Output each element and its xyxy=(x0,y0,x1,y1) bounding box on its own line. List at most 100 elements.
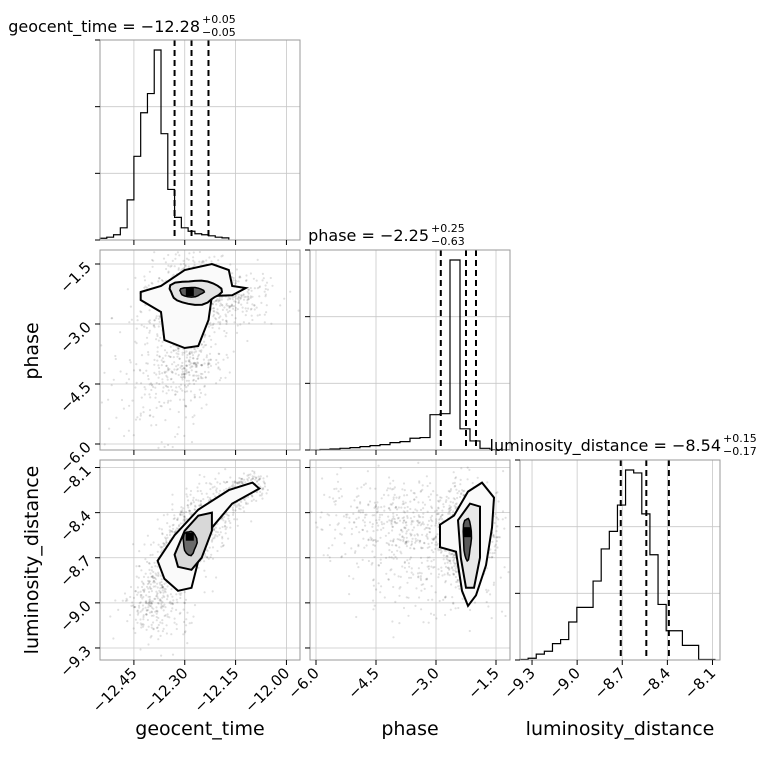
sample-point xyxy=(328,523,331,527)
sample-point xyxy=(430,549,433,552)
sample-point xyxy=(245,310,248,313)
sample-point xyxy=(103,443,106,446)
sample-point xyxy=(447,508,450,511)
sample-point xyxy=(134,631,137,635)
sample-point xyxy=(375,540,378,543)
sample-point xyxy=(387,494,390,497)
sample-point xyxy=(177,426,180,429)
sample-point xyxy=(145,613,148,616)
sample-point xyxy=(150,600,153,603)
sample-point xyxy=(152,570,155,574)
sample-point xyxy=(239,504,242,507)
sample-point xyxy=(439,516,442,519)
sample-point xyxy=(185,364,188,367)
sample-point xyxy=(161,589,164,592)
sample-point xyxy=(161,619,164,622)
sample-point xyxy=(452,554,455,557)
sample-point xyxy=(397,506,400,509)
sample-point xyxy=(263,481,266,484)
sample-point xyxy=(149,587,152,590)
sample-point xyxy=(401,503,404,506)
sample-point xyxy=(160,584,163,587)
sample-point xyxy=(176,601,179,604)
sample-point xyxy=(185,257,189,260)
sample-point xyxy=(217,299,220,302)
sample-point xyxy=(148,414,151,417)
sample-point xyxy=(501,518,504,521)
panel-frame xyxy=(309,249,511,451)
sample-point xyxy=(129,613,132,617)
sample-point xyxy=(373,506,376,509)
sample-point xyxy=(159,634,162,638)
sample-point xyxy=(195,364,198,367)
sample-point xyxy=(183,372,187,375)
sample-point xyxy=(207,361,210,364)
sample-point xyxy=(162,586,165,589)
sample-point xyxy=(215,576,218,579)
sample-point xyxy=(166,368,170,371)
sample-point xyxy=(371,523,374,526)
sample-point xyxy=(182,372,185,375)
title-geocent-time-plus: +0.05 xyxy=(202,13,236,26)
sample-point xyxy=(153,324,156,327)
sample-point xyxy=(255,306,258,309)
sample-point xyxy=(419,556,423,560)
ylabel-luminosity-distance: luminosity_distance xyxy=(21,466,43,655)
sample-point xyxy=(329,559,332,563)
sample-point xyxy=(157,317,160,320)
sample-point xyxy=(393,518,396,521)
sample-point xyxy=(355,615,358,619)
sample-point xyxy=(400,506,403,509)
sample-point xyxy=(229,297,232,300)
sample-point xyxy=(382,526,385,530)
sample-point xyxy=(181,509,184,512)
sample-point xyxy=(449,559,452,562)
sample-point xyxy=(141,589,145,592)
sample-point xyxy=(486,481,489,484)
sample-point xyxy=(256,480,259,483)
sample-point xyxy=(165,392,168,395)
sample-point xyxy=(381,523,384,526)
sample-point xyxy=(270,322,273,325)
sample-point xyxy=(223,515,226,519)
sample-point xyxy=(168,525,171,528)
sample-point xyxy=(159,598,162,601)
sample-point xyxy=(262,480,265,483)
sample-point xyxy=(188,509,191,512)
sample-point xyxy=(235,481,238,485)
sample-point xyxy=(215,358,218,362)
sample-point xyxy=(142,625,145,628)
sample-point xyxy=(432,566,435,569)
sample-point xyxy=(153,319,156,322)
sample-point xyxy=(216,481,219,484)
sample-point xyxy=(186,390,189,393)
sample-point xyxy=(221,304,224,307)
sample-point xyxy=(227,304,230,307)
sample-point xyxy=(156,595,159,598)
sample-point xyxy=(157,623,160,627)
sample-point xyxy=(152,576,156,579)
sample-point xyxy=(424,526,428,530)
sample-point xyxy=(417,461,420,464)
sample-point xyxy=(190,352,193,355)
sample-point xyxy=(160,359,163,362)
sample-point xyxy=(185,372,188,375)
sample-point xyxy=(171,603,174,606)
title-phase: phase = −2.25 xyxy=(308,226,429,245)
sample-point xyxy=(321,477,324,480)
sample-point xyxy=(216,535,219,538)
sample-point xyxy=(251,303,254,306)
sample-point xyxy=(178,254,181,257)
sample-point xyxy=(150,601,153,605)
sample-point xyxy=(136,319,139,322)
sample-point xyxy=(220,303,223,306)
sample-point xyxy=(365,513,368,516)
sample-point xyxy=(114,599,117,602)
sample-point xyxy=(162,514,165,517)
sample-point xyxy=(246,502,249,505)
sample-point xyxy=(453,553,456,556)
sample-point xyxy=(316,526,319,529)
sample-point xyxy=(246,290,249,293)
sample-point xyxy=(168,529,171,532)
title-phase-minus: −0.63 xyxy=(431,235,465,248)
